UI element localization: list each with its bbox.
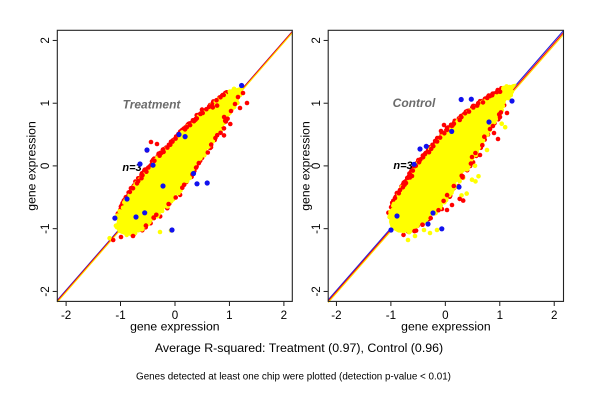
svg-text:-1: -1 xyxy=(115,309,125,322)
svg-text:n=3: n=3 xyxy=(122,162,141,174)
svg-text:1: 1 xyxy=(39,100,52,106)
svg-text:0: 0 xyxy=(442,309,448,322)
svg-text:gene expression: gene expression xyxy=(130,319,219,333)
svg-text:Control: Control xyxy=(393,96,436,110)
svg-text:gene expression: gene expression xyxy=(299,121,313,210)
svg-text:2: 2 xyxy=(281,309,287,322)
svg-text:0: 0 xyxy=(39,163,52,169)
svg-text:2: 2 xyxy=(39,37,52,43)
svg-text:1: 1 xyxy=(310,100,323,106)
svg-text:-2: -2 xyxy=(331,309,341,322)
svg-text:1: 1 xyxy=(497,309,503,322)
svg-text:-2: -2 xyxy=(39,286,52,296)
svg-text:0: 0 xyxy=(310,163,323,169)
svg-text:2: 2 xyxy=(551,309,557,322)
svg-text:-2: -2 xyxy=(310,286,323,296)
svg-text:n=3: n=3 xyxy=(393,160,412,172)
svg-text:-1: -1 xyxy=(39,224,52,234)
svg-text:gene expression: gene expression xyxy=(401,319,490,333)
svg-text:2: 2 xyxy=(310,37,323,43)
svg-text:1: 1 xyxy=(226,309,232,322)
svg-text:-1: -1 xyxy=(310,224,323,234)
svg-text:gene expression: gene expression xyxy=(24,121,38,210)
svg-text:Genes detected at least one ch: Genes detected at least one chip were pl… xyxy=(136,372,451,383)
svg-text:Treatment: Treatment xyxy=(123,97,182,111)
svg-text:Average R-squared: Treatment (: Average R-squared: Treatment (0.97), Con… xyxy=(155,341,443,355)
svg-text:-1: -1 xyxy=(386,309,396,322)
svg-text:-2: -2 xyxy=(61,309,71,322)
svg-text:0: 0 xyxy=(172,309,178,322)
